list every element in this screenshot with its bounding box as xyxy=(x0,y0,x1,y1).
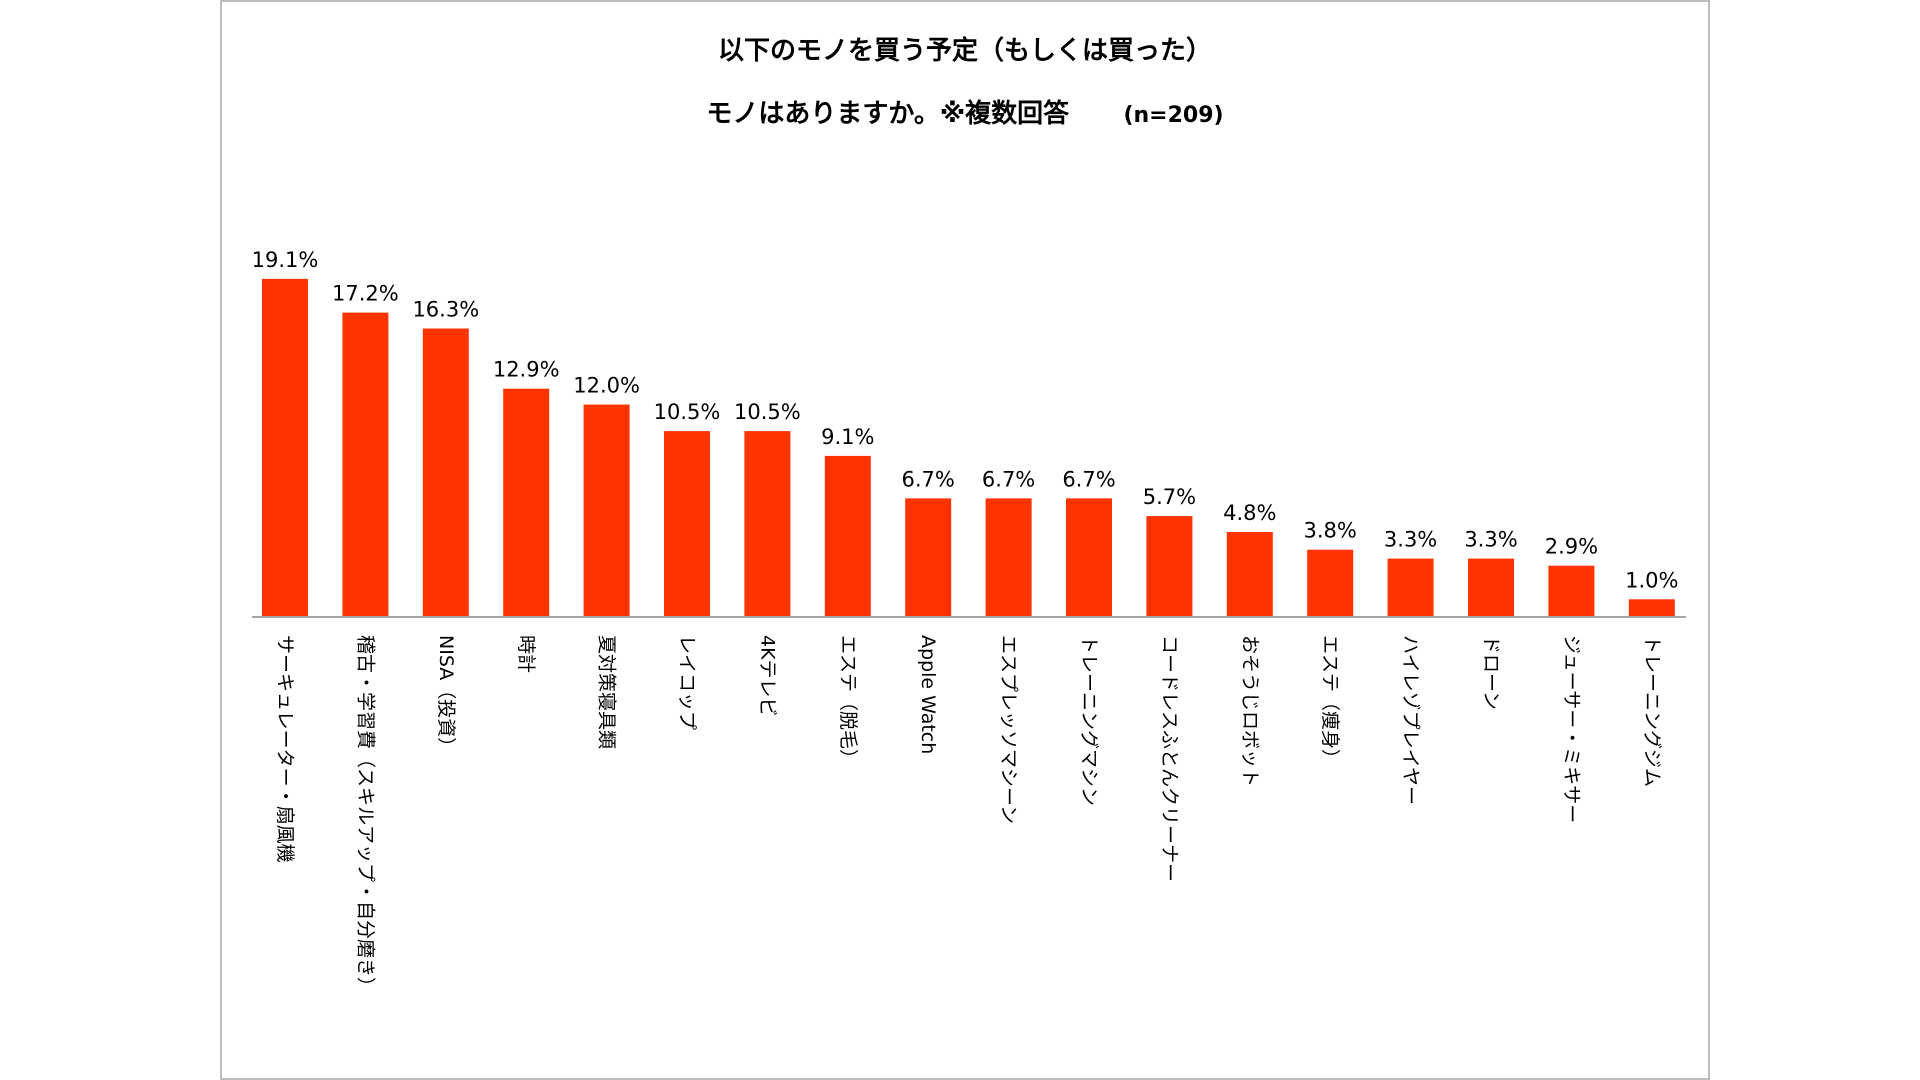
bar-11 xyxy=(1066,498,1112,617)
bar-1 xyxy=(262,278,308,617)
bar-6 xyxy=(664,431,710,617)
value-label-10: 6.7% xyxy=(982,467,1035,491)
value-labels-layer: 19.1% 17.2% 16.3% 12.9% 12.0% 10.5% 10.5% 9.1% 6… xyxy=(252,248,1679,592)
category-label-17: ジューサー・ミキサー xyxy=(1560,635,1582,823)
bars-layer xyxy=(262,278,1675,617)
bar-10 xyxy=(985,498,1032,617)
category-label-3: NISA（投資） xyxy=(435,635,457,756)
category-label-5: 夏対策寝具類 xyxy=(596,635,618,749)
value-label-4: 12.9% xyxy=(493,358,560,382)
bar-7 xyxy=(744,431,791,617)
value-label-2: 17.2% xyxy=(332,282,399,306)
bar-12 xyxy=(1146,516,1193,617)
category-label-2: 稽古・学習費（スキルアップ・自分磨き） xyxy=(354,635,376,996)
category-labels-layer: サーキュレーター・扇風機 稽古・学習費（スキルアップ・自分磨き） NISA（投資） 時… xyxy=(274,635,1663,996)
value-label-18: 1.0% xyxy=(1625,568,1678,592)
category-label-1: サーキュレーター・扇風機 xyxy=(274,635,296,863)
category-label-4: 時計 xyxy=(515,635,537,673)
category-label-8: エステ（脱毛） xyxy=(837,635,859,768)
bar-5 xyxy=(583,404,630,617)
value-label-7: 10.5% xyxy=(734,400,801,424)
category-label-14: エステ（痩身） xyxy=(1319,635,1341,768)
value-label-17: 2.9% xyxy=(1545,535,1598,559)
category-label-18: トレーニングジム xyxy=(1641,635,1663,787)
bar-17 xyxy=(1548,565,1595,617)
bar-14 xyxy=(1307,549,1354,617)
bar-8 xyxy=(824,455,871,617)
category-label-16: ドローン xyxy=(1480,635,1502,710)
value-label-5: 12.0% xyxy=(573,374,640,398)
value-label-9: 6.7% xyxy=(902,467,955,491)
sample-size-label: (n=209) xyxy=(1123,103,1224,128)
bar-9 xyxy=(905,498,952,617)
category-label-15: ハイレゾプレイヤー xyxy=(1400,635,1422,805)
bar-2 xyxy=(342,312,389,617)
chart-title-line2: モノはありますか。※複数回答 (n=209) xyxy=(220,93,1710,130)
category-label-10: エスプレッソマシーン xyxy=(998,635,1020,824)
value-label-6: 10.5% xyxy=(654,400,721,424)
value-label-13: 4.8% xyxy=(1223,501,1276,525)
value-label-15: 3.3% xyxy=(1384,528,1437,552)
bar-16 xyxy=(1468,558,1514,617)
value-label-11: 6.7% xyxy=(1062,467,1115,491)
bar-3 xyxy=(422,328,469,617)
bar-4 xyxy=(503,388,550,617)
chart-title-line1: 以下のモノを買う予定（もしくは買った） xyxy=(717,36,1212,66)
category-label-6: レイコップ xyxy=(676,635,698,730)
value-label-12: 5.7% xyxy=(1143,485,1196,509)
category-label-7: 4Kテレビ xyxy=(756,635,778,717)
value-label-14: 3.8% xyxy=(1304,519,1357,543)
value-label-3: 16.3% xyxy=(412,298,479,322)
bar-15 xyxy=(1387,558,1434,617)
category-label-11: トレーニングマシン xyxy=(1078,635,1100,806)
bar-13 xyxy=(1226,532,1273,617)
category-label-9: Apple Watch xyxy=(917,635,939,754)
category-label-12: コードレスふとんクリーナー xyxy=(1158,635,1180,882)
value-label-8: 9.1% xyxy=(821,425,874,449)
bar-18 xyxy=(1628,599,1675,617)
chart-title-line2-text: モノはありますか。※複数回答 xyxy=(706,99,1070,129)
category-label-13: おそうじロボット xyxy=(1239,635,1261,787)
value-label-16: 3.3% xyxy=(1464,528,1517,552)
value-label-1: 19.1% xyxy=(252,248,319,272)
